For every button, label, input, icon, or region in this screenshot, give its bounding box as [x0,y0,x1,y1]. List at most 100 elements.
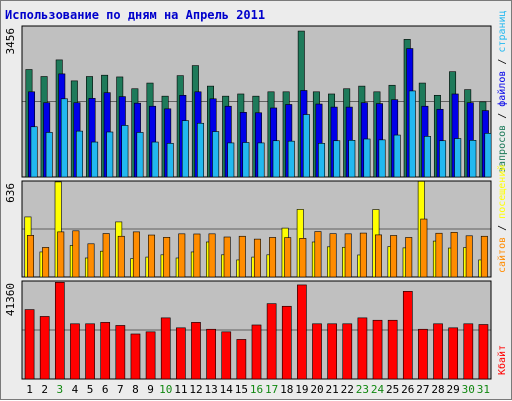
x-tick-label: 31 [477,383,490,396]
x-tick-label: 11 [174,383,187,396]
bar-pages-day-5 [91,141,99,178]
bar-sites-day-26 [405,237,413,278]
legend-part: / [497,53,508,71]
legend-part: запросов [497,125,508,173]
bar-pages-day-1 [30,126,38,178]
bar-kbytes-day-19 [297,284,307,380]
y-max-label-kbytes: 41360 [4,283,17,316]
legend-part: файлов [496,71,508,107]
bar-pages-day-30 [469,139,477,178]
bar-pages-day-6 [106,131,114,178]
bar-sites-day-13 [208,233,216,278]
bar-pages-day-11 [181,120,189,178]
bar-sites-day-18 [284,237,292,278]
legend-part: сайтов [496,237,508,273]
bar-kbytes-day-20 [312,323,322,380]
bar-pages-day-10 [166,143,174,178]
x-tick-label: 29 [447,383,460,396]
legend-part: Кбайт [496,345,508,375]
bar-sites-day-15 [238,235,246,278]
bar-pages-day-25 [393,134,401,178]
bar-sites-day-7 [117,235,125,278]
bar-kbytes-day-25 [387,319,398,380]
bar-sites-day-23 [359,232,367,278]
legend-label-visits: сайтов / посещений [496,165,508,273]
x-tick-label: 2 [41,383,48,396]
bar-sites-day-31 [480,235,488,278]
bar-kbytes-day-1 [24,309,35,380]
bar-sites-day-11 [178,233,186,278]
x-tick-label: 4 [72,383,79,396]
x-tick-label: 24 [371,383,385,396]
bar-sites-day-12 [193,233,201,278]
bar-pages-day-4 [76,130,83,178]
bar-kbytes-day-26 [402,291,413,380]
x-tick-label: 26 [401,383,414,396]
x-tick-label: 9 [147,383,154,396]
bar-kbytes-day-17 [266,303,277,380]
bar-pages-day-22 [348,139,356,178]
bar-sites-day-30 [465,235,473,278]
x-tick-label: 25 [386,383,399,396]
x-tick-label: 15 [235,383,248,396]
legend-part: / [497,107,508,125]
legend-part: страниц [497,10,508,52]
bar-sites-day-16 [253,238,261,278]
bar-sites-day-10 [163,237,171,278]
bar-sites-day-5 [87,243,95,278]
bar-pages-day-17 [272,140,280,178]
chart-title: Использование по дням на Апрель 2011 [5,8,266,22]
bar-kbytes-day-6 [100,322,111,380]
bar-sites-day-4 [72,230,80,278]
bar-sites-day-19 [299,238,307,278]
bar-kbytes-day-31 [478,324,489,380]
x-tick-label: 14 [220,383,234,396]
bar-kbytes-day-4 [70,323,80,380]
y-max-label-visits: 636 [4,183,17,203]
bar-kbytes-day-11 [176,327,186,380]
bar-sites-day-27 [420,218,428,278]
bar-pages-day-13 [212,131,220,178]
bar-pages-day-28 [439,140,447,178]
x-tick-label: 27 [416,383,429,396]
x-tick-label: 17 [265,383,278,396]
bar-pages-day-31 [484,133,492,178]
x-tick-label: 28 [431,383,444,396]
y-max-label-hits: 3456 [4,28,17,55]
x-tick-label: 12 [189,383,202,396]
bar-kbytes-day-22 [342,323,353,380]
bar-kbytes-day-23 [357,317,368,380]
bar-pages-day-23 [363,138,371,178]
bar-kbytes-day-27 [418,328,428,380]
bar-kbytes-day-14 [221,331,232,380]
x-tick-label: 19 [295,383,308,396]
bar-kbytes-day-29 [448,327,459,380]
bar-sites-day-24 [374,234,382,278]
bar-kbytes-day-21 [327,323,337,380]
bar-pages-day-27 [423,136,431,178]
bar-pages-day-19 [302,114,310,178]
legend-label-kbytes: Кбайт [496,345,508,375]
bar-sites-day-3 [57,231,65,278]
bar-pages-day-9 [151,141,159,178]
x-tick-label: 16 [250,383,263,396]
bar-pages-day-14 [227,142,235,178]
bar-sites-day-14 [223,236,231,278]
bar-kbytes-day-24 [372,319,383,380]
bar-pages-day-29 [454,138,462,178]
bar-kbytes-day-28 [433,323,443,380]
bar-kbytes-day-9 [145,331,156,380]
bar-kbytes-day-5 [85,323,95,380]
bar-kbytes-day-7 [115,325,126,380]
x-tick-label: 30 [462,383,475,396]
bar-pages-day-21 [333,140,341,178]
x-tick-label: 13 [204,383,217,396]
bar-pages-day-16 [257,142,265,178]
bar-sites-day-21 [329,233,337,278]
bar-kbytes-day-15 [236,339,247,380]
bar-sites-day-1 [27,235,34,278]
bar-sites-day-25 [390,235,398,278]
x-tick-label: 18 [280,383,293,396]
